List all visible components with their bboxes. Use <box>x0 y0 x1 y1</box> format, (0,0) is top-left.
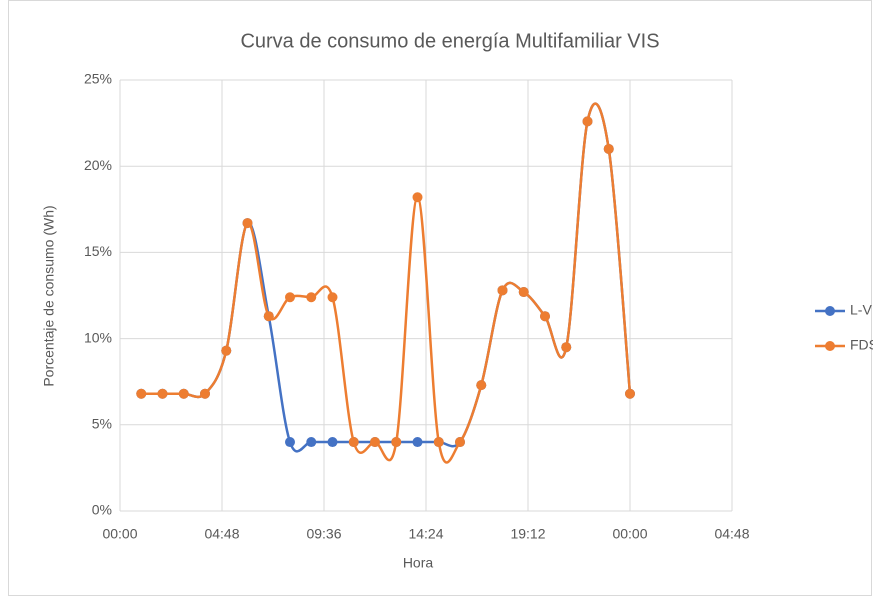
data-point <box>412 437 423 448</box>
y-tick-label: 5% <box>92 416 112 432</box>
data-point <box>370 437 380 448</box>
data-point <box>455 437 465 448</box>
data-point <box>518 287 529 298</box>
x-axis-label: Hora <box>403 555 434 571</box>
data-point <box>157 388 168 399</box>
legend-label: L-V <box>850 302 872 318</box>
x-tick-label: 19:12 <box>510 526 545 542</box>
y-tick-label: 25% <box>84 71 112 87</box>
y-axis-label: Porcentaje de consumo (Wh) <box>41 205 57 386</box>
data-point <box>263 311 274 322</box>
data-point <box>582 116 593 127</box>
data-point <box>391 437 402 448</box>
data-point <box>540 311 550 322</box>
data-point <box>476 380 487 391</box>
x-tick-label: 09:36 <box>306 526 341 542</box>
chart-title: Curva de consumo de energía Multifamilia… <box>240 30 659 52</box>
y-tick-label: 15% <box>84 243 112 259</box>
data-point <box>242 218 253 229</box>
x-tick-label: 00:00 <box>612 526 647 542</box>
data-point <box>200 388 210 399</box>
data-point <box>285 437 295 448</box>
y-tick-label: 0% <box>92 502 112 518</box>
data-point <box>625 388 635 399</box>
data-point <box>306 292 317 303</box>
data-point <box>497 285 508 296</box>
chart-frame <box>8 0 872 596</box>
data-point <box>412 192 423 203</box>
x-tick-label: 00:00 <box>102 526 137 542</box>
legend-marker <box>825 341 835 351</box>
data-point <box>285 292 295 303</box>
data-point <box>348 437 359 448</box>
data-point <box>433 437 444 448</box>
y-tick-label: 10% <box>84 329 112 345</box>
legend-marker <box>825 306 835 316</box>
data-point <box>603 143 614 154</box>
legend-label: FDS <box>850 337 873 353</box>
y-tick-label: 20% <box>84 157 112 173</box>
data-point <box>221 345 232 356</box>
data-point <box>306 437 317 448</box>
data-point <box>327 292 338 303</box>
data-point <box>327 437 338 448</box>
x-tick-label: 04:48 <box>714 526 749 542</box>
x-tick-label: 04:48 <box>204 526 239 542</box>
data-point <box>178 388 189 399</box>
data-point <box>136 388 147 399</box>
data-point <box>561 342 572 353</box>
x-tick-label: 14:24 <box>408 526 443 542</box>
